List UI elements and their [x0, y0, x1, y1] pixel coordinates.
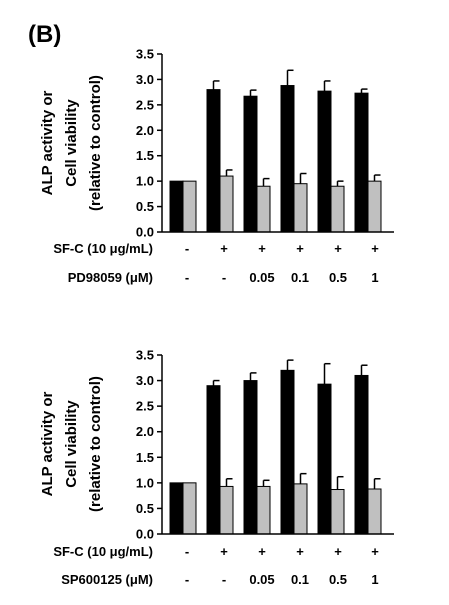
condition-value: -	[185, 572, 189, 587]
condition-row-label: SF-C (10 μg/mL)	[53, 241, 153, 256]
bar	[169, 482, 184, 535]
bar	[330, 489, 345, 535]
y-tick-label: 1.0	[136, 475, 154, 490]
y-tick-label: 0.0	[136, 527, 154, 542]
condition-value: +	[371, 544, 379, 559]
bar	[243, 95, 258, 233]
bar	[243, 380, 258, 535]
condition-value: +	[334, 241, 342, 256]
chart-panel-sp600125: ALP activity or Cell viability (relative t…	[39, 348, 394, 587]
y-tick-label: 3.0	[136, 72, 154, 87]
condition-value: +	[220, 544, 228, 559]
y-axis-label-line: (relative to control)	[87, 376, 104, 512]
y-axis-label-line: ALP activity or	[39, 391, 56, 496]
condition-value: +	[371, 241, 379, 256]
y-tick-label: 1.0	[136, 174, 154, 189]
condition-value: 0.5	[329, 572, 347, 587]
y-tick-label: 1.5	[136, 450, 154, 465]
y-tick-label: 2.0	[136, 123, 154, 138]
bar	[206, 385, 221, 535]
condition-value: +	[296, 241, 304, 256]
y-tick-label: 2.5	[136, 399, 154, 414]
y-tick-label: 0.5	[136, 501, 154, 516]
condition-value: 0.1	[291, 270, 309, 285]
condition-value: +	[334, 544, 342, 559]
condition-value: +	[258, 241, 266, 256]
bar	[293, 483, 308, 535]
panel-label: (B)	[28, 21, 61, 48]
y-axis-label-line: ALP activity or	[39, 90, 56, 195]
condition-value: -	[222, 572, 226, 587]
y-tick-label: 2.0	[136, 424, 154, 439]
y-tick-label: 2.5	[136, 97, 154, 112]
y-tick-label: 3.5	[136, 47, 154, 62]
condition-value: +	[296, 544, 304, 559]
y-axis-label-line: Cell viability	[63, 400, 80, 488]
bar	[182, 482, 197, 535]
bar	[280, 85, 295, 233]
condition-value: +	[220, 241, 228, 256]
condition-value: +	[258, 544, 266, 559]
condition-value: 0.1	[291, 572, 309, 587]
bar	[182, 180, 197, 233]
bar	[280, 369, 295, 535]
condition-value: 0.05	[249, 270, 274, 285]
bar	[317, 383, 332, 535]
condition-value: 1	[371, 270, 378, 285]
condition-row-label: SP600125 (μM)	[61, 572, 153, 587]
condition-row-label: PD98059 (μM)	[68, 270, 153, 285]
bar	[354, 92, 369, 233]
bar	[169, 180, 184, 233]
bar	[293, 183, 308, 233]
y-tick-label: 0.0	[136, 225, 154, 240]
bar	[330, 185, 345, 233]
bar	[256, 185, 271, 233]
condition-value: 0.05	[249, 572, 274, 587]
y-axis-label-line: Cell viability	[63, 99, 80, 187]
bar	[354, 374, 369, 535]
chart-panel-pd98059: ALP activity or Cell viability (relative t…	[39, 47, 394, 285]
y-tick-label: 3.0	[136, 373, 154, 388]
condition-row-label: SF-C (10 μg/mL)	[53, 544, 153, 559]
bar	[219, 175, 234, 233]
bar	[367, 180, 382, 233]
condition-value: -	[185, 241, 189, 256]
condition-value: 1	[371, 572, 378, 587]
condition-value: 0.5	[329, 270, 347, 285]
bar	[206, 89, 221, 233]
bar	[219, 485, 234, 535]
condition-value: -	[185, 544, 189, 559]
bar	[317, 90, 332, 233]
y-tick-label: 0.5	[136, 199, 154, 214]
y-tick-label: 3.5	[136, 348, 154, 363]
condition-value: -	[222, 270, 226, 285]
y-axis-label-line: (relative to control)	[87, 75, 104, 211]
condition-value: -	[185, 270, 189, 285]
bar	[256, 485, 271, 535]
bar	[367, 488, 382, 535]
y-tick-label: 1.5	[136, 148, 154, 163]
